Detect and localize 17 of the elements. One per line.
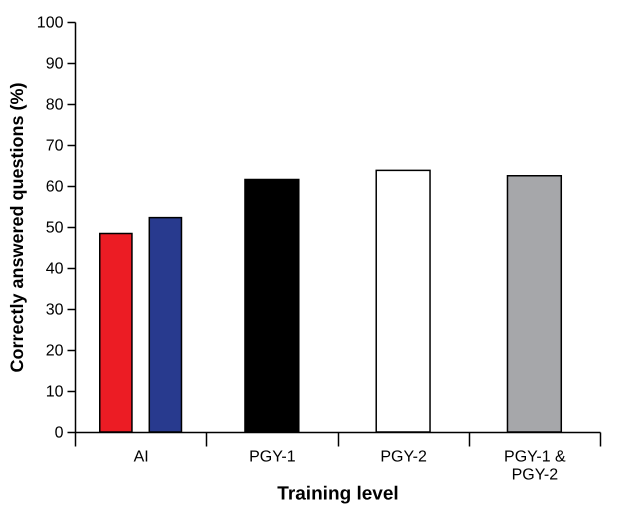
y-axis-title: Correctly answered questions (%) [6,82,27,373]
y-tick-label: 100 [36,14,64,32]
y-tick-label: 50 [46,220,64,236]
y-tick-label: 60 [46,178,64,196]
y-tick-label: 90 [46,56,64,72]
y-tick-label: 70 [46,138,64,154]
y-tick-label: 80 [46,96,64,114]
x-tick-label: PGY-1 & PGY-2 [504,448,566,484]
x-tick-label: PGY-1 [249,448,296,466]
x-tick-label: PGY-2 [380,448,427,466]
x-tick-label: AI [134,448,149,466]
y-tick-label: 10 [46,384,64,400]
y-tick-label: 0 [54,424,64,442]
y-tick-label: 30 [46,302,64,318]
y-tick-label: 40 [46,260,64,278]
y-tick-label: 20 [46,342,64,360]
x-axis-title: Training level [277,484,399,504]
